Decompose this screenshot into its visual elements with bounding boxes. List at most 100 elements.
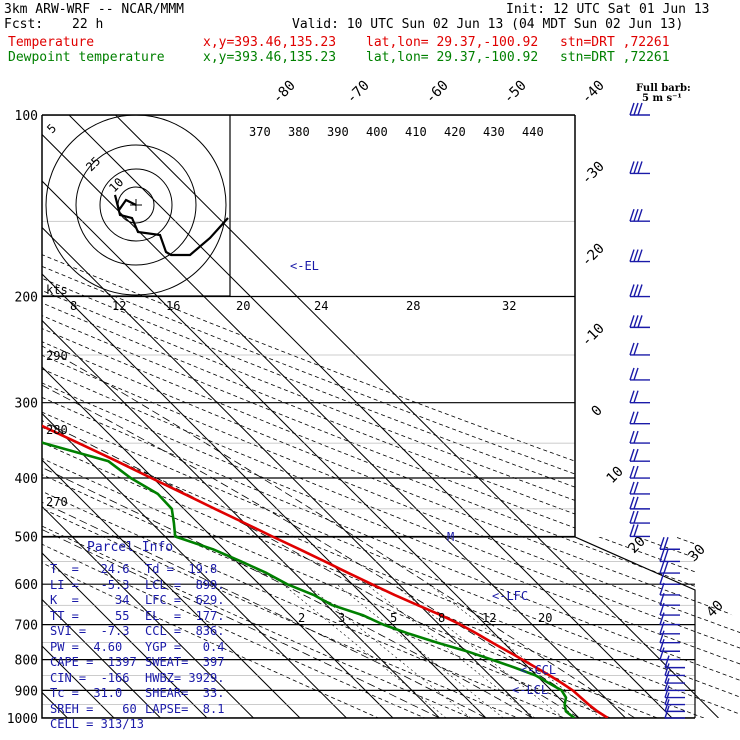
- valid-time: Valid: 10 UTC Sun 02 Jun 13 (04 MDT Sun …: [292, 17, 684, 32]
- wind-barb: [659, 647, 680, 661]
- frame-right-lower: [42, 536, 696, 718]
- parcel-row-right: Td = 19.8: [145, 562, 218, 576]
- temperature-tick: -70: [344, 78, 373, 107]
- forecast-label: Fcst:: [4, 17, 44, 32]
- isotherm: [115, 115, 719, 718]
- hodograph-tick: 28: [406, 299, 420, 313]
- isotherm: [42, 115, 347, 718]
- wind-barb: [629, 367, 650, 381]
- theta-label: 430: [483, 125, 505, 139]
- wind-barb: [659, 630, 680, 644]
- wind-barb: [629, 342, 650, 356]
- theta-left-label: 290: [46, 349, 68, 363]
- theta-left-label: 280: [46, 423, 68, 437]
- parcel-row-right: EL = 177.: [145, 608, 225, 623]
- parcel-row-right: SHEAR= 33.: [145, 686, 225, 700]
- pressure-label: 700: [15, 619, 38, 634]
- temperature-line: [42, 115, 609, 718]
- theta-label: 380: [288, 125, 310, 139]
- el-marker: <-EL: [290, 259, 319, 273]
- wind-barb: [629, 481, 650, 495]
- wind-barb: [629, 411, 650, 425]
- temperature-tick: 40: [704, 598, 727, 621]
- isotherm: [42, 115, 440, 718]
- theta-label: 410: [405, 125, 427, 139]
- hodograph-ring-label: 5: [44, 121, 59, 136]
- dewpoint-xy: x,y=393.46,135.23: [203, 50, 337, 65]
- isotherm: [68, 115, 673, 718]
- theta-label: 440: [522, 125, 544, 139]
- dewpoint-latlon: lat,lon= 29.37,-100.92: [366, 50, 539, 65]
- wind-barb: [629, 496, 650, 510]
- theta-label: 390: [327, 125, 349, 139]
- parcel-row-right: CCL = 836.: [145, 624, 225, 638]
- mixing-ratio-label: 12: [482, 611, 496, 625]
- frame-left-bottom: [41, 115, 695, 719]
- dewpoint-station: stn=DRT ,72261: [560, 50, 670, 65]
- dewpoint-line: [42, 115, 576, 718]
- wind-barb: [629, 390, 650, 404]
- pressure-label: 200: [15, 291, 38, 306]
- wind-barb: [659, 572, 680, 585]
- parcel-row-left: CAPE = 1397: [50, 655, 137, 669]
- parcel-row-left: SVI = -7.3: [50, 624, 130, 638]
- isotherm: [42, 115, 487, 718]
- wind-barb: [664, 655, 685, 669]
- parcel-row-left: CIN = -166: [50, 670, 130, 685]
- wind-barb: [629, 465, 650, 479]
- moist-adiabat: [42, 296, 580, 718]
- wind-barb: [664, 670, 685, 684]
- isotherm: [42, 115, 533, 718]
- chart-series: [42, 115, 609, 718]
- ccl-marker: <-CCL: [520, 663, 556, 677]
- wind-barbs: [629, 102, 685, 719]
- wind-barb: [659, 549, 680, 563]
- isotherm: [42, 115, 254, 718]
- hodograph-tick: 16: [166, 299, 180, 313]
- pressure-label: 600: [15, 578, 38, 593]
- wind-barb: [659, 639, 680, 652]
- isotherm: [42, 115, 394, 718]
- init-time: Init: 12 UTC Sat 01 Jun 13: [506, 2, 710, 17]
- mixing-ratio-label: 20: [538, 611, 552, 625]
- wind-barb: [659, 621, 680, 635]
- temperature-tick: -10: [579, 321, 608, 350]
- hodograph-ring: [45, 115, 227, 296]
- hodograph-tick: 12: [112, 299, 126, 313]
- temperature-tick: -50: [501, 78, 530, 107]
- mixing-ratio-line: [336, 583, 504, 718]
- temperature-tick: 10: [604, 464, 627, 487]
- hodograph-ring: [75, 144, 197, 266]
- parcel-row-right: LFC = 629.: [145, 593, 225, 607]
- mixing-ratio-label: 5: [390, 611, 397, 625]
- isotherm: [42, 115, 301, 718]
- parcel-row-right: LAPSE= 8.1: [145, 701, 225, 716]
- wind-barb: [629, 249, 650, 263]
- hodograph: [42, 115, 231, 297]
- parcel-row-right: LCL = 899.: [145, 577, 225, 592]
- theta-label: 420: [444, 125, 466, 139]
- mixing-ratio-label: 3: [338, 611, 345, 625]
- pressure-label: 900: [15, 684, 38, 699]
- pressure-label: 300: [15, 397, 38, 412]
- parcel-row-left: LI = -5.3: [50, 577, 130, 592]
- parcel-row-right: YGP = 0.4: [145, 639, 225, 654]
- pressure-label: 500: [15, 530, 38, 545]
- wind-barb: [664, 692, 685, 706]
- theta-left-label: 270: [46, 495, 68, 509]
- chart-grid: [42, 115, 740, 718]
- parcel-row-right: HWBZ= 3929.: [145, 670, 225, 685]
- chart-frame: [41, 114, 696, 719]
- temperature-xy: x,y=393.46,135.23: [203, 35, 337, 50]
- hodograph-tick: 24: [314, 299, 328, 313]
- wind-barb: [629, 284, 650, 298]
- temperature-tick: -20: [579, 241, 608, 270]
- parcel-row-left: TT = 55: [50, 608, 130, 623]
- wind-barb: [629, 208, 650, 222]
- model-title: 3km ARW-WRF -- NCAR/MMM: [4, 2, 185, 17]
- wind-barb: [629, 161, 650, 175]
- theta-label: 400: [366, 125, 388, 139]
- parcel-row-left: CELL = 313/13: [50, 717, 144, 731]
- temperature-tick: -40: [579, 78, 608, 107]
